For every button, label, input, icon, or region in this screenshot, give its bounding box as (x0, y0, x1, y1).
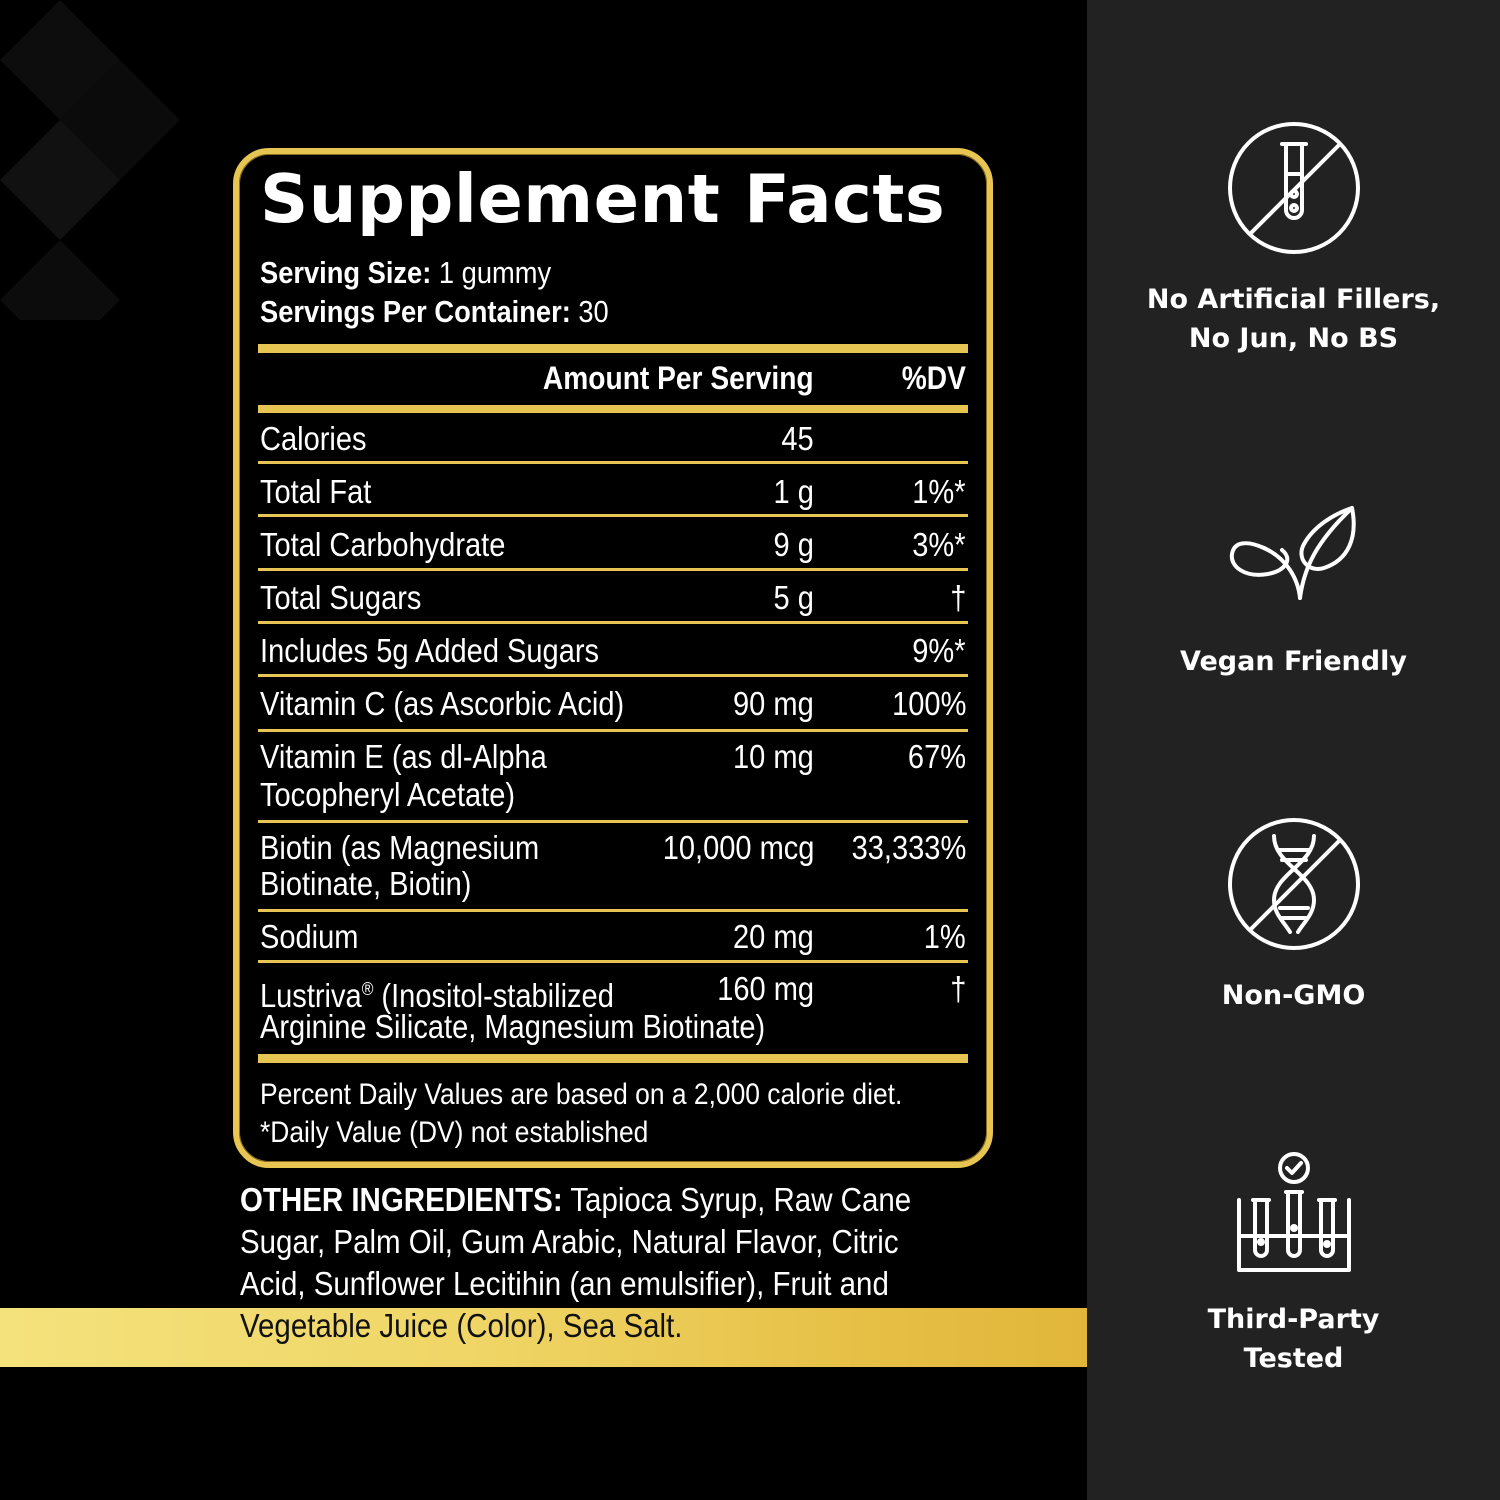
header-amount: Amount Per Serving (543, 360, 814, 396)
nutrient-amount: 5 g (773, 579, 814, 616)
header-dv: %DV (901, 360, 966, 396)
nutrient-amount: 160 mg (717, 970, 814, 1007)
nutrient-dv: 3%* (912, 526, 966, 563)
nutrient-dv: 67% (907, 738, 966, 775)
nutrient-dv: 1% (924, 918, 966, 955)
nutrient-name: Vitamin C (as Ascorbic Acid) (260, 685, 625, 722)
nutrient-dv: 100% (891, 685, 966, 722)
lab-tested-icon (1236, 1152, 1351, 1272)
nutrient-name: Total Sugars (260, 579, 422, 616)
nutrient-name-cont: Tocopheryl Acetate) (260, 776, 516, 813)
nutrient-name-cont: Biotinate, Biotin) (260, 865, 472, 902)
nutrient-name: Calories (260, 420, 367, 457)
thick-divider (258, 344, 968, 353)
thick-divider-bottom (258, 1054, 968, 1063)
row-divider (258, 461, 968, 464)
row-divider (258, 514, 968, 517)
row-divider (258, 674, 968, 677)
nutrient-name: Includes 5g Added Sugars (260, 632, 600, 669)
nutrient-dv: 9%* (912, 632, 966, 669)
row-divider (258, 909, 968, 912)
nutrient-name: Biotin (as Magnesium (260, 829, 540, 866)
nutrient-amount: 10 mg (733, 738, 814, 775)
nutrient-amount: 10,000 mcg (662, 829, 814, 866)
medium-divider (258, 405, 968, 413)
nutrient-dv: 33,333% (851, 829, 966, 866)
gold-accent-band (0, 1308, 1087, 1367)
nutrient-amount: 45 (781, 420, 814, 457)
footnote-daily-values: Percent Daily Values are based on a 2,00… (260, 1078, 903, 1111)
row-divider (258, 729, 968, 732)
feature-non-gmo: Non-GMO (1087, 814, 1500, 1015)
row-divider (258, 820, 968, 823)
nutrient-name-cont: Arginine Silicate, Magnesium Biotinate) (260, 1008, 766, 1045)
footnote-dv-not-established: *Daily Value (DV) not established (260, 1116, 649, 1149)
nutrient-name: Total Fat (260, 473, 372, 510)
nutrient-name: Vitamin E (as dl-Alpha (260, 738, 547, 775)
diamond-pattern-decoration (0, 0, 180, 320)
row-divider (258, 568, 968, 571)
nutrient-dv: 1%* (912, 473, 966, 510)
serving-size: Serving Size: 1 gummy (260, 255, 552, 290)
feature-no-artificial-fillers: No Artificial Fillers, No Jun, No BS (1087, 118, 1500, 358)
nutrient-dv: † (949, 579, 966, 616)
nutrient-amount: 1 g (773, 473, 814, 510)
facts-title: Supplement Facts (260, 160, 946, 238)
no-dna-icon (1227, 818, 1360, 950)
feature-vegan-friendly: Vegan Friendly (1087, 498, 1500, 681)
leaf-icon (1229, 506, 1356, 600)
row-divider (258, 621, 968, 624)
feature-label: Vegan Friendly (1180, 646, 1407, 677)
nutrient-dv: † (949, 970, 966, 1007)
feature-third-party-tested: Third-Party Tested (1087, 1148, 1500, 1378)
servings-per-container: Servings Per Container: 30 (260, 294, 609, 329)
feature-label: Non-GMO (1221, 980, 1366, 1011)
row-divider (258, 960, 968, 963)
feature-label: No Artificial Fillers, No Jun, No BS (1146, 284, 1441, 354)
supplement-facts-panel (233, 148, 993, 1168)
feature-label: Third-Party Tested (1207, 1304, 1380, 1374)
no-test-tube-icon (1227, 122, 1360, 254)
nutrient-name: Lustriva® (Inositol-stabilized (260, 977, 614, 1014)
nutrient-name: Sodium (260, 918, 359, 955)
nutrient-amount: 90 mg (733, 685, 814, 722)
other-ingredients: OTHER INGREDIENTS: Tapioca Syrup, Raw Ca… (240, 1182, 912, 1345)
nutrient-amount: 20 mg (733, 918, 814, 955)
nutrient-amount: 9 g (773, 526, 814, 563)
nutrient-name: Total Carbohydrate (260, 526, 506, 563)
